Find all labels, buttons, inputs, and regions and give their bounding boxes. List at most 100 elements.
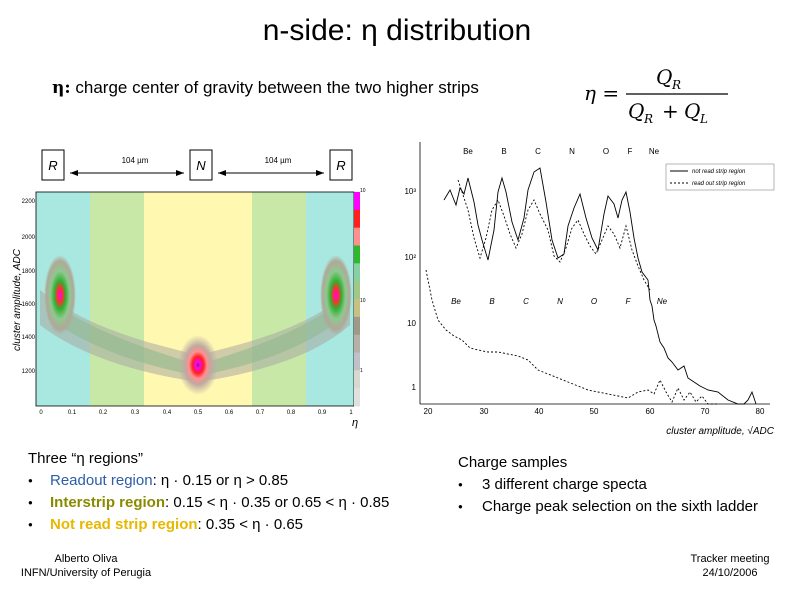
y-tick: 2200 [22, 199, 36, 205]
eta-symbol: η: [52, 78, 71, 98]
legend-entry: read out strip region [692, 181, 746, 187]
colorbar-swatch [354, 209, 360, 229]
x-tick: 0.4 [163, 410, 172, 416]
list-item: ● Charge peak selection on the sixth ladd… [458, 496, 758, 518]
y-tick: 10² [404, 253, 416, 262]
formula-den-a-sub: R [643, 112, 653, 126]
density-peak-left [44, 255, 76, 335]
spectrum-notread-bottom [647, 279, 757, 405]
x-axis-label: η [352, 417, 358, 429]
sample-text: Charge peak selection on the sixth ladde… [482, 498, 759, 516]
formula-numerator: Q [656, 65, 672, 89]
element-label: Ne [649, 147, 660, 156]
strip-label-r-left: R [48, 158, 57, 173]
y-tick: 1 [412, 383, 417, 392]
element-labels-top: Be B C N O F Ne [463, 147, 660, 156]
x-tick: 20 [424, 407, 433, 416]
list-item: ● Not read strip region: 0.35 < η · 0.65 [28, 514, 389, 536]
region-name-interstrip: Interstrip region [50, 494, 166, 512]
region-rule: : η · 0.15 or η > 0.85 [152, 472, 289, 489]
x-tick: 0.5 [194, 410, 203, 416]
bullet: ● [28, 476, 33, 486]
density-peak-right [320, 255, 352, 335]
y-ticks: 10³ 10² 10 1 [404, 187, 416, 392]
strip-box-n [189, 149, 213, 181]
spectrum-readout-bottom [425, 269, 718, 405]
spectrum-readout-top [457, 179, 651, 291]
x-tick: 60 [646, 407, 655, 416]
y-tick: 10³ [404, 187, 416, 196]
x-tick: 0.3 [131, 410, 140, 416]
region-interstrip-left [90, 192, 144, 406]
x-tick: 0.6 [225, 410, 234, 416]
element-label: Be [451, 297, 461, 306]
colorbar-swatch [354, 227, 360, 246]
samples-heading: Charge samples [458, 454, 568, 471]
charge-samples-list: Charge samples ● 3 different charge spect… [458, 452, 758, 518]
y-tick: 1200 [22, 369, 36, 375]
y-tick: 1400 [22, 335, 36, 341]
element-label: Ne [657, 297, 668, 306]
element-label: N [557, 297, 563, 306]
colorbar [354, 192, 360, 407]
density-band-core [48, 300, 342, 376]
x-tick: 0.7 [256, 410, 265, 416]
element-label: C [535, 147, 541, 156]
density-peak-center [178, 335, 218, 395]
strip-label-r-right: R [336, 158, 345, 173]
bullet: ● [458, 480, 463, 490]
region-name-notread: Not read strip region [50, 516, 198, 534]
x-tick: 50 [590, 407, 599, 416]
y-tick: 1600 [22, 302, 36, 308]
colorbar-swatch [354, 192, 360, 211]
eta-formula: η = Q R Q R + Q L [584, 65, 728, 126]
strip-label-n: N [196, 158, 206, 173]
region-rule: : 0.35 < η · 0.65 [197, 516, 304, 534]
element-labels-mid: Be B C N O F Ne [451, 297, 668, 306]
charge-spectra-plot: Be B C N O F Ne Be B C N O F Ne not read… [404, 142, 775, 437]
legend-entry: not read strip region [692, 169, 746, 175]
x-tick: 40 [535, 407, 544, 416]
meeting-date: 24/10/2006 [702, 567, 758, 579]
author-footer: Alberto Oliva INFN/University of Perugia [0, 552, 172, 580]
eta-definition-text: charge center of gravity between the two… [75, 78, 479, 97]
list-item: ● Readout region: η · 0.15 or η > 0.85 [28, 470, 389, 492]
element-label: O [603, 147, 609, 156]
element-label: N [569, 147, 575, 156]
colorbar-swatch [354, 370, 360, 389]
list-item: ● Interstrip region: 0.15 < η · 0.35 or 0… [28, 492, 389, 514]
colorbar-swatch [354, 334, 360, 353]
x-tick: 70 [701, 407, 710, 416]
pitch-label-right: 104 µm [265, 156, 292, 165]
colorbar-label: 10 [360, 298, 366, 304]
element-label: O [591, 297, 597, 306]
y-tick: 2000 [22, 235, 36, 241]
formula-lhs: η = [584, 81, 619, 105]
element-label: B [489, 297, 495, 306]
x-tick: 1 [349, 410, 353, 416]
x-tick: 0.2 [99, 410, 108, 416]
legend-box [665, 163, 775, 191]
meeting-name: Tracker meeting [690, 553, 770, 565]
x-tick: 0.8 [287, 410, 296, 416]
arrowhead [176, 170, 184, 176]
colorbar-swatch [354, 245, 360, 264]
y-tick: 1800 [22, 269, 36, 275]
y-tick: 10 [407, 319, 416, 328]
x-tick: 0.1 [68, 410, 77, 416]
eta-definition: η: charge center of gravity between the … [52, 78, 479, 98]
formula-den-b: Q [684, 99, 700, 123]
colorbar-swatch [354, 281, 360, 300]
eta-regions-list: Three “η regions” ● Readout region: η · 0… [28, 448, 389, 536]
arrowhead [218, 170, 226, 176]
colorbar-swatch [354, 299, 360, 318]
author-name: Alberto Oliva [54, 553, 118, 565]
colorbar-label: 1 [360, 368, 363, 374]
element-label: Be [463, 147, 473, 156]
region-name-readout: Readout region [50, 472, 153, 489]
element-label: C [523, 297, 529, 306]
page-title: n-side: η distribution [262, 14, 532, 47]
colorbar-label: 10 [360, 188, 366, 194]
spectrum-notread-top [443, 167, 649, 281]
formula-plus: + [662, 99, 679, 123]
